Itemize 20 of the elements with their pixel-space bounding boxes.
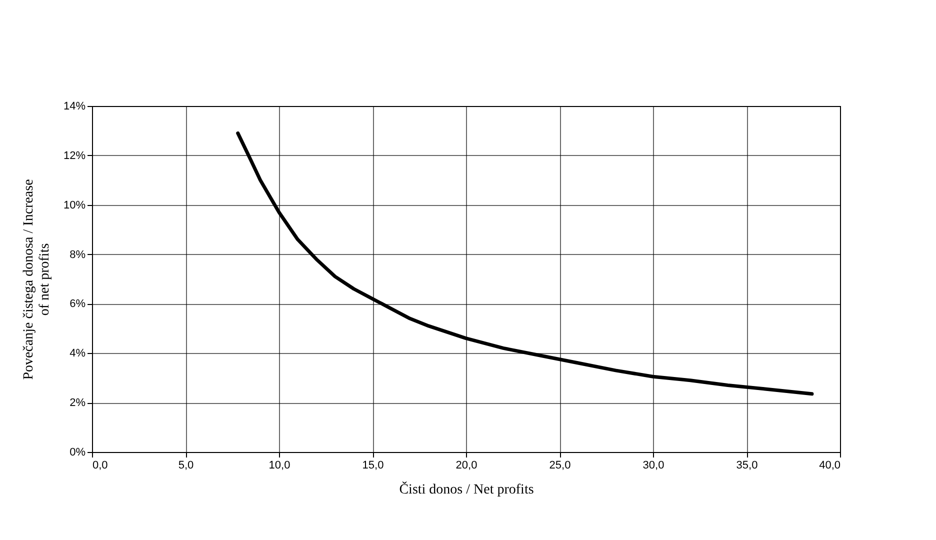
x-tick-label: 15,0 [362,460,384,472]
y-tick-label: 6% [70,298,86,310]
line-series [236,131,814,396]
x-tick-label: 10,0 [268,460,290,472]
x-tick-label: 0,0 [92,460,108,472]
y-tick-label: 2% [70,397,86,410]
y-tick-label: 4% [70,348,86,360]
x-tick-label: 20,0 [456,460,478,472]
x-tick-label: 5,0 [178,460,194,472]
y-tick-label: 14% [63,100,86,112]
x-tick-label: 30,0 [642,460,664,472]
y-tick-label: 8% [70,248,86,261]
y-tick-label: 12% [63,150,86,162]
x-tick-label: 25,0 [549,460,571,472]
x-tick-label: 40,0 [819,460,840,472]
y-tick-label: 10% [63,199,86,212]
y-axis-title: Povečanje čistega donosa / Increase of net profits [21,179,52,380]
x-axis-title: Čisti donos / Net profits [399,480,534,498]
x-tick-label: 35,0 [736,460,758,472]
y-tick-label: 0% [70,446,86,458]
